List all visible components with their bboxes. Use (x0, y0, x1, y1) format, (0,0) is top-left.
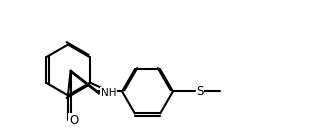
Text: O: O (69, 114, 78, 127)
Text: S: S (196, 85, 204, 98)
Text: NH: NH (101, 88, 116, 98)
